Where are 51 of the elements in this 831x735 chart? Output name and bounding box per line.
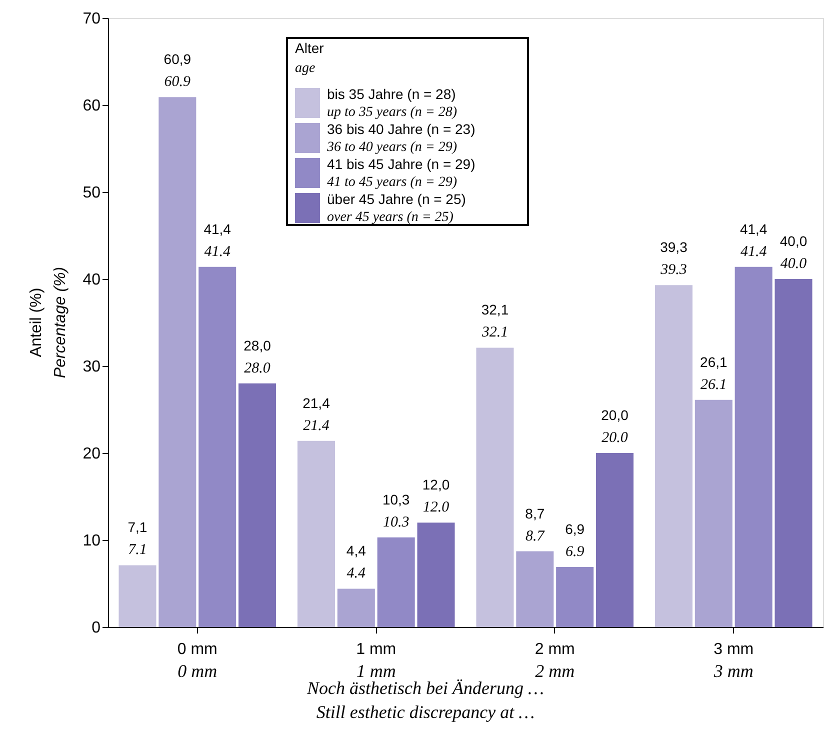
text: 60,9 60.9 <box>164 51 192 90</box>
bar <box>158 97 196 627</box>
text: 32,1 32.1 <box>481 302 509 341</box>
text: 26,1 26.1 <box>700 354 728 393</box>
text: 10,3 10.3 <box>382 491 410 530</box>
text: 41,4 41.4 <box>204 220 231 260</box>
bar <box>198 266 236 627</box>
bar <box>654 285 693 627</box>
category-label: 1 mm 1 mm <box>356 641 396 681</box>
category-label: 3 mm 3 mm <box>714 641 754 681</box>
text: 8,7 8.7 <box>525 505 545 544</box>
bar <box>596 453 634 627</box>
bar <box>556 566 594 627</box>
legend-label: 41 bis 45 Jahre (n = 29) 41 to 45 years (n = 29) <box>327 156 476 190</box>
bar <box>297 440 336 627</box>
legend-label: bis 35 Jahre (n = 28) up to 35 years (n = 28) <box>327 86 458 120</box>
y-tick-label: 70 <box>82 10 101 28</box>
text: 4,4 4.4 <box>346 542 366 582</box>
legend-label: über 45 Jahre (n = 25) over 45 years (n = 25) <box>327 191 466 225</box>
bar <box>476 348 514 627</box>
y-tick-label: 0 <box>92 620 101 636</box>
bar <box>118 565 156 627</box>
text: 6,9 6.9 <box>565 520 585 560</box>
bar <box>417 522 455 627</box>
legend-label: 36 bis 40 Jahre (n = 23) 36 to 40 years (n = 29) <box>326 121 476 155</box>
text: 12,0 12.0 <box>422 476 450 516</box>
bar <box>377 537 415 627</box>
y-tick-label: 50 <box>82 184 101 202</box>
text: 39,3 39.3 <box>660 239 688 278</box>
text: 7,1 7.1 <box>128 519 148 558</box>
category-label: 0 mm 0 mm <box>177 641 218 681</box>
text: 41,4 41.4 <box>740 220 768 260</box>
y-axis-title: Anteil (%) Percentage (%) <box>28 266 69 378</box>
text: 21,4 21.4 <box>302 394 330 434</box>
y-tick-label: 20 <box>82 446 101 462</box>
y-tick-label: 60 <box>82 98 101 114</box>
y-tick-label: 40 <box>82 272 101 288</box>
bar <box>774 279 812 627</box>
bar <box>337 588 375 627</box>
bar <box>516 551 554 627</box>
bar <box>734 266 772 627</box>
text: 20,0 20.0 <box>601 407 628 446</box>
legend-title: Alter age <box>295 40 324 76</box>
x-axis-title: Noch ästhetisch bei Änderung … Still esthetic discrepancy at … <box>306 678 544 722</box>
y-tick-label: 30 <box>82 358 101 376</box>
category-label: 2 mm 2 mm <box>534 641 575 681</box>
bar <box>238 383 276 627</box>
bar <box>694 400 732 627</box>
text: 40,0 40.0 <box>780 233 808 272</box>
text: 28,0 28.0 <box>244 337 271 376</box>
y-tick-label: 10 <box>82 532 101 550</box>
